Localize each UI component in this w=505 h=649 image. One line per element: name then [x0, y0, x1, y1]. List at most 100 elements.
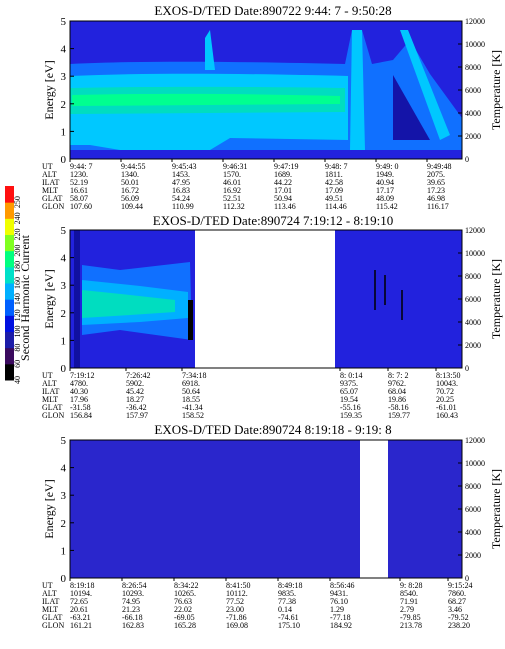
colorbar-swatch — [5, 266, 14, 284]
teal-core — [82, 290, 175, 318]
table-cell: 7:19:12 — [70, 371, 94, 380]
energy-axis-label: Energy [eV] — [42, 60, 56, 119]
table-cell: 1230. — [70, 170, 88, 179]
table-cell: 16.92 — [223, 186, 241, 195]
colorbar-swatch — [5, 250, 14, 268]
plot-background — [70, 440, 462, 578]
table-cell: 47.95 — [172, 178, 190, 187]
table-cell: 9:44: 7 — [70, 162, 92, 171]
energy-tick-label: 1 — [61, 545, 67, 557]
table-cell: -63.21 — [70, 613, 91, 622]
table-cell: 16.72 — [121, 186, 139, 195]
table-cell: 1689. — [274, 170, 292, 179]
table-cell: 17.23 — [427, 186, 445, 195]
table-cell: 74.95 — [122, 597, 140, 606]
table-cell: 52.19 — [70, 178, 88, 187]
table-cell: 19.86 — [388, 395, 406, 404]
table-cell: 44.22 — [274, 178, 292, 187]
table-cell: 17.17 — [376, 186, 394, 195]
table-cell: 9:49: 0 — [376, 162, 398, 171]
energy-axis-label: Energy [eV] — [42, 479, 56, 538]
table-cell: 9:46:31 — [223, 162, 247, 171]
table-cell: 70.72 — [436, 387, 454, 396]
spectrogram-890724-b — [69, 439, 463, 579]
right-diagonal — [400, 30, 450, 140]
energy-tick-label: 1 — [61, 126, 67, 138]
table-cell: 45.42 — [126, 387, 144, 396]
table-cell: -71.86 — [226, 613, 247, 622]
temperature-tick-label: 4000 — [465, 528, 481, 537]
table-cell: 46.98 — [427, 194, 445, 203]
table-cell: -58.16 — [388, 403, 409, 412]
table-cell: 1340. — [121, 170, 139, 179]
temperature-tick-label: 0 — [465, 155, 469, 164]
table-cell: 50.01 — [121, 178, 139, 187]
colorbar-tick-label: 240 — [13, 212, 22, 224]
table-cell: 2.79 — [400, 605, 414, 614]
table-cell: -61.01 — [436, 403, 457, 412]
temperature-axis: 0 2000 4000 6000 8000 10000 12000 — [458, 436, 485, 583]
table-cell: 17.96 — [70, 395, 88, 404]
table-cell: 1570. — [223, 170, 241, 179]
temperature-tick-label: 12000 — [465, 436, 485, 445]
table-cell: 8:19:18 — [70, 581, 94, 590]
energy-axis: 0 1 2 3 4 5 — [61, 435, 74, 585]
temperature-tick-label: 12000 — [465, 17, 485, 26]
colorbar-ticks: 40 60 80 100 120 140 160 180 200 220 240 250 — [13, 196, 22, 384]
table-cell: 184.92 — [330, 621, 352, 630]
row-label-ut: UT — [42, 371, 53, 380]
energy-tick-label: 3 — [61, 71, 67, 83]
colorbar-tick-label: 180 — [13, 261, 22, 273]
colorbar-tick-label: 60 — [13, 360, 22, 368]
temperature-tick-label: 10000 — [465, 459, 485, 468]
table-cell: 9835. — [278, 589, 296, 598]
table-cell: -66.18 — [122, 613, 143, 622]
panel-title: EXOS-D/TED Date:890724 7:19:12 - 8:19:10 — [153, 213, 393, 228]
table-cell: 76.63 — [174, 597, 192, 606]
table-cell: 114.46 — [325, 202, 347, 211]
table-cell: 8: 7: 2 — [388, 371, 408, 380]
table-cell: 8:49:18 — [278, 581, 302, 590]
energy-tick-label: 0 — [61, 154, 67, 166]
table-cell: 77.38 — [278, 597, 296, 606]
table-cell: 42.58 — [325, 178, 343, 187]
temperature-tick-label: 8000 — [465, 63, 481, 72]
table-cell: 20.61 — [70, 605, 88, 614]
colorbar-swatch — [5, 186, 14, 203]
table-cell: 9431. — [330, 589, 348, 598]
table-cell: 10112. — [226, 589, 248, 598]
table-cell: 8:41:50 — [226, 581, 250, 590]
table-cell: -31.58 — [70, 403, 91, 412]
temperature-axis-label: Temperature [K] — [489, 259, 503, 339]
table-cell: 7860. — [448, 589, 466, 598]
table-cell: -79.52 — [448, 613, 469, 622]
table-cell: 50.64 — [182, 387, 200, 396]
colorbar-swatch — [5, 234, 14, 252]
energy-axis: 0 1 2 3 4 5 — [61, 225, 74, 375]
table-cell: 112.32 — [223, 202, 245, 211]
table-cell: 1949. — [376, 170, 394, 179]
table-cell: 2075. — [427, 170, 445, 179]
colorbar-label: Second Harmonic Current — [18, 234, 32, 361]
table-cell: 161.21 — [70, 621, 92, 630]
table-cell: 7:34:18 — [182, 371, 206, 380]
colorbar: 40 60 80 100 120 140 160 180 200 220 240 250 Second… — [5, 186, 32, 384]
table-cell: 18.55 — [182, 395, 200, 404]
colorbar-swatch — [5, 363, 14, 381]
temperature-tick-label: 8000 — [465, 272, 481, 281]
table-cell: 8:26:54 — [122, 581, 146, 590]
table-cell: 1811. — [325, 170, 343, 179]
colorbar-tick-label: 160 — [13, 277, 22, 289]
table-cell: 159.35 — [340, 411, 362, 420]
dark-stripe — [188, 300, 193, 340]
table-cell: 107.60 — [70, 202, 92, 211]
table-cell: 9:47:19 — [274, 162, 298, 171]
table-cell: 10194. — [70, 589, 92, 598]
colorbar-tick-label: 200 — [13, 245, 22, 257]
table-cell: 16.61 — [70, 186, 88, 195]
table-cell: 71.91 — [400, 597, 418, 606]
